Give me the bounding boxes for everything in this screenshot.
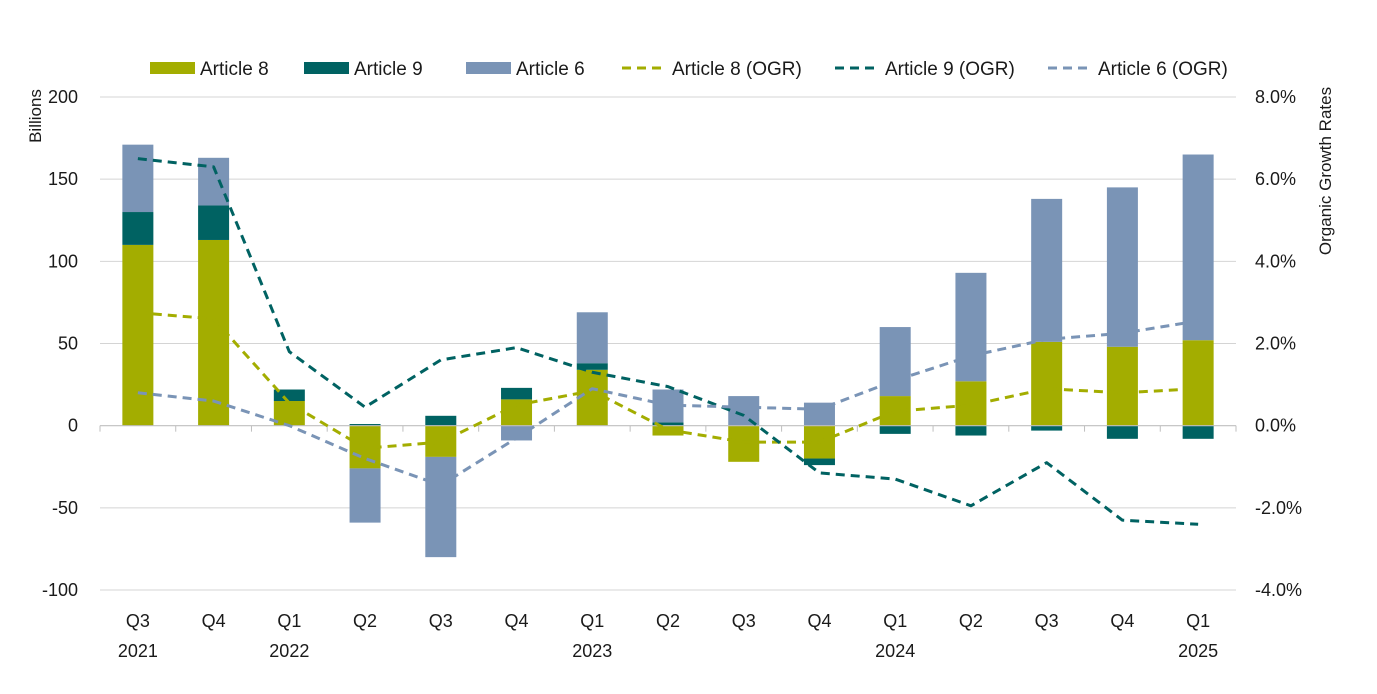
x-tick-year-label: 2025 [1178, 641, 1218, 661]
bar-article-9 [1106, 425, 1138, 439]
x-tick-label: Q2 [959, 611, 983, 631]
x-tick-label: Q4 [202, 611, 226, 631]
legend-label: Article 9 (OGR) [885, 59, 1015, 80]
bar-article-8 [728, 425, 760, 462]
bar-article-9 [576, 363, 608, 370]
y-tick-label: -100 [42, 580, 78, 600]
bar-article-6 [1182, 154, 1214, 341]
bar-article-9 [803, 458, 835, 466]
x-tick-label: Q2 [353, 611, 377, 631]
x-tick-year-label: 2024 [875, 641, 915, 661]
x-tick-year-label: 2022 [269, 641, 309, 661]
bar-article-9 [1031, 425, 1063, 431]
x-tick-label: Q3 [429, 611, 453, 631]
x-tick-label: Q1 [1186, 611, 1210, 631]
y2-tick-label: 4.0% [1255, 251, 1296, 271]
legend-label: Article 8 (OGR) [672, 59, 802, 80]
y2-tick-label: 6.0% [1255, 169, 1296, 189]
legend-label: Article 9 [354, 59, 423, 80]
bar-article-6 [349, 468, 381, 523]
x-tick-label: Q2 [656, 611, 680, 631]
legend-label: Article 6 [516, 59, 585, 80]
legend: Article 8 Article 9 Article 6 Article 8 (OG… [150, 59, 1228, 80]
bar-article-6 [501, 425, 533, 441]
y2-tick-label: 8.0% [1255, 87, 1296, 107]
x-tick-year-label: 2021 [118, 641, 158, 661]
bar-article-8 [122, 244, 154, 426]
bar-article-9 [122, 212, 154, 245]
y2-tick-label: 0.0% [1255, 416, 1296, 436]
line-article-8-ogr [137, 311, 1199, 450]
x-tick-label: Q4 [807, 611, 831, 631]
y2-tick-label: -4.0% [1255, 580, 1302, 600]
x-tick-label: Q1 [883, 611, 907, 631]
bar-article-6 [955, 272, 987, 382]
x-tick-label: Q3 [126, 611, 150, 631]
x-tick-label: Q4 [505, 611, 529, 631]
bar-article-8 [1031, 341, 1063, 426]
bar-article-9 [955, 425, 987, 436]
y-tick-label: 200 [48, 87, 78, 107]
y-tick-label: 0 [68, 416, 78, 436]
y-tick-label: 100 [48, 251, 78, 271]
y2-tick-label: 2.0% [1255, 334, 1296, 354]
x-tick-label: Q1 [277, 611, 301, 631]
bar-article-6 [576, 312, 608, 364]
line-article-6-ogr [137, 319, 1199, 487]
bar-article-9 [273, 389, 305, 402]
legend-label: Article 8 [200, 59, 269, 80]
x-tick-label: Q4 [1110, 611, 1134, 631]
bar-article-8 [501, 399, 533, 426]
bar-article-6 [728, 396, 760, 426]
bar-article-8 [1182, 340, 1214, 426]
bar-article-9 [425, 415, 457, 426]
bar-article-6 [803, 402, 835, 426]
legend-swatch [150, 62, 195, 74]
legend-label: Article 6 (OGR) [1098, 59, 1228, 80]
bar-article-9 [879, 425, 911, 434]
legend-swatch [466, 62, 511, 74]
bar-article-9 [501, 387, 533, 400]
line-article-9-ogr [137, 157, 1199, 526]
bar-article-8 [1106, 346, 1138, 426]
y-tick-label: -50 [52, 498, 78, 518]
bar-article-9 [349, 424, 381, 426]
bar-article-6 [122, 144, 154, 213]
legend-swatch [304, 62, 349, 74]
x-tick-label: Q1 [580, 611, 604, 631]
bar-article-9 [652, 422, 684, 426]
bar-article-9 [1182, 425, 1214, 439]
y-axis-title: Billions [26, 89, 45, 143]
y-tick-label: 150 [48, 169, 78, 189]
bar-article-6 [1106, 187, 1138, 347]
bars [122, 144, 1214, 558]
x-tick-label: Q3 [732, 611, 756, 631]
ogr-lines [137, 157, 1199, 526]
bar-article-6 [1031, 198, 1063, 342]
gridlines [100, 96, 1236, 591]
bar-article-6 [425, 456, 457, 558]
y2-tick-label: -2.0% [1255, 498, 1302, 518]
bar-article-8 [198, 239, 230, 426]
x-tick-year-label: 2023 [572, 641, 612, 661]
tick-labels: 200 150 100 50 0 -50 -100 8.0% 6.0% 4.0% 2.0% 0.0% -… [42, 87, 1302, 661]
y-tick-label: 50 [58, 334, 78, 354]
x-tick-label: Q3 [1035, 611, 1059, 631]
y2-axis-title: Organic Growth Rates [1316, 87, 1335, 255]
bar-article-9 [198, 205, 230, 240]
bar-article-8 [273, 401, 305, 426]
